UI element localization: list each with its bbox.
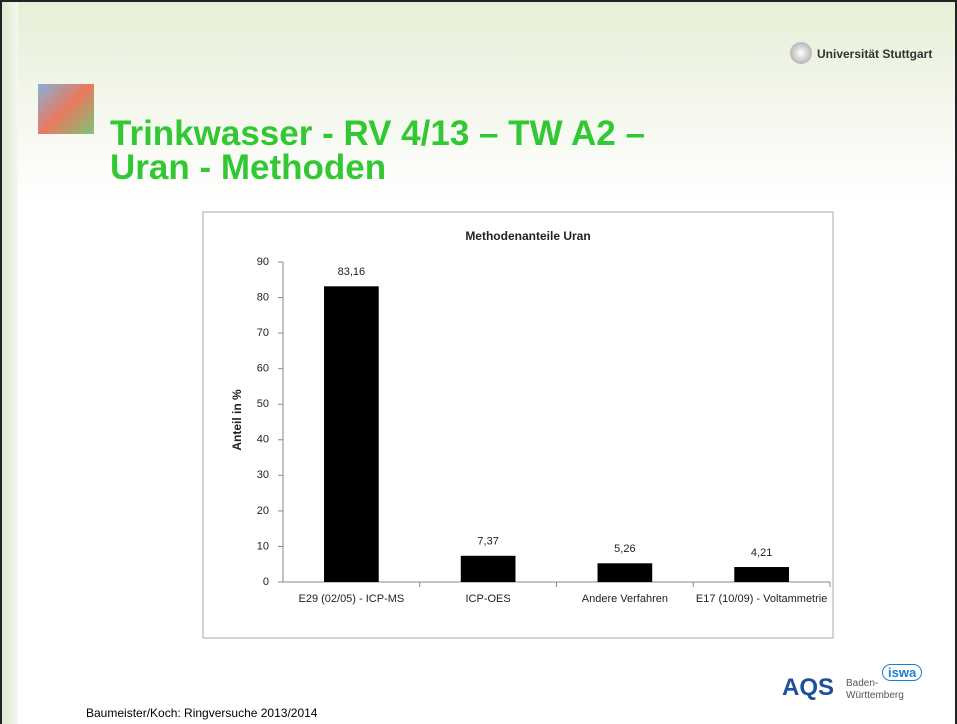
x-tick-label-box: ICP-OES	[465, 593, 511, 605]
y-axis-label: Anteil in %	[230, 389, 244, 451]
y-tick-label: 70	[257, 327, 269, 339]
bar	[324, 286, 379, 582]
x-tick-label: Andere Verfahren	[581, 593, 668, 605]
value-label: 83,16	[338, 266, 366, 278]
logo-region: Baden-	[846, 678, 879, 689]
side-strip	[2, 2, 18, 724]
bar	[597, 563, 653, 582]
university-name: Universität Stuttgart	[817, 47, 933, 61]
chart-frame	[202, 211, 834, 639]
y-tick-label: 30	[257, 469, 269, 481]
x-tick-label-box: E29 (02/05) - ICP-MS	[298, 593, 405, 605]
title-icon	[38, 84, 94, 134]
logo-badge: iswa	[882, 664, 923, 681]
bar	[734, 567, 789, 582]
y-tick-label: 90	[257, 256, 269, 268]
y-tick-label: 80	[257, 291, 269, 303]
value-label: 4,21	[751, 547, 772, 559]
logo-name: AQS	[782, 674, 835, 701]
y-tick-label: 40	[257, 434, 269, 446]
slide-title: Uran - Methoden	[110, 148, 387, 187]
x-tick-label: ICP-OES	[465, 593, 511, 605]
chart-title: Methodenanteile Uran	[465, 229, 590, 243]
y-tick-label: 20	[257, 505, 269, 517]
y-tick-label: 50	[257, 398, 269, 410]
value-label: 7,37	[477, 536, 498, 548]
footer: Baumeister/Koch: Ringversuche 2013/2014	[86, 706, 318, 720]
x-tick-label: E17 (10/09) - Voltammetrie	[695, 593, 828, 605]
logo-region: Württemberg	[846, 690, 904, 701]
logo: AQS Baden- Württemberg iswa	[782, 664, 932, 706]
x-tick-label-box: E17 (10/09) - Voltammetrie	[695, 593, 828, 605]
y-tick-label: 10	[257, 540, 269, 552]
y-tick-label: 0	[263, 576, 269, 588]
x-tick-label: E29 (02/05) - ICP-MS	[298, 593, 405, 605]
bar	[460, 555, 516, 582]
slide-title: Trinkwasser - RV 4/13 – TW A2 –	[110, 114, 645, 153]
university-seal	[790, 42, 812, 64]
x-tick-label-box: Andere Verfahren	[581, 593, 668, 605]
y-tick-label: 60	[257, 363, 269, 375]
value-label: 5,26	[614, 543, 635, 555]
